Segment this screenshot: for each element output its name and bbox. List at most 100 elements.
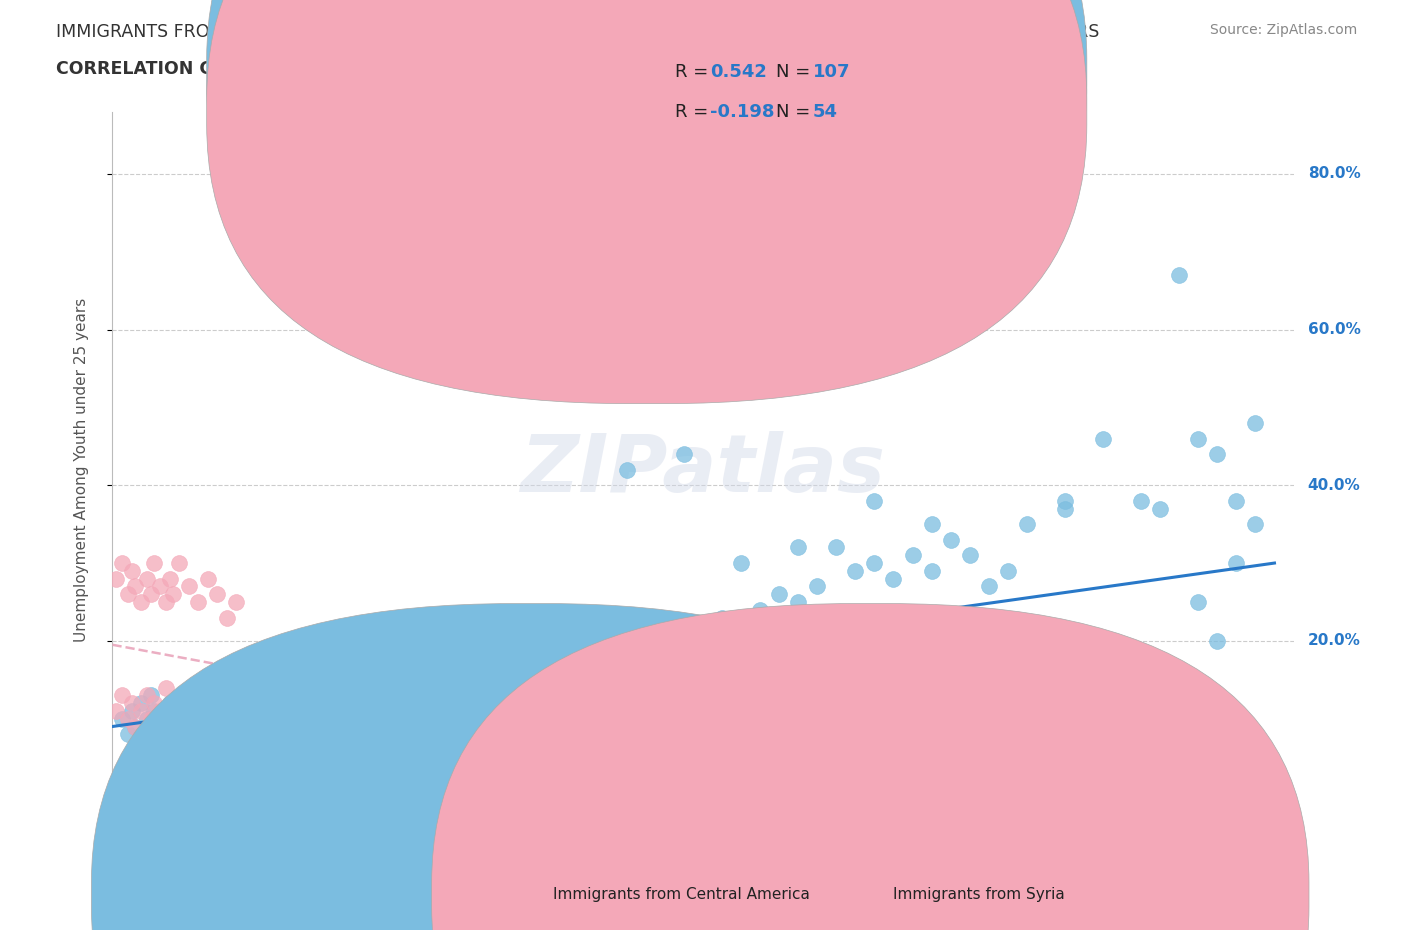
Point [253, 703, 276, 718]
Point [416, 665, 439, 680]
Point [231, 711, 253, 726]
Point [187, 594, 209, 609]
Point [225, 594, 247, 609]
Point [139, 735, 162, 750]
Point [124, 719, 146, 734]
Point [143, 696, 166, 711]
Point [1206, 633, 1229, 648]
Point [181, 711, 204, 726]
Point [207, 703, 229, 718]
Point [1168, 268, 1191, 283]
Point [901, 548, 924, 563]
Point [1225, 493, 1247, 508]
Text: R =: R = [675, 62, 714, 81]
Point [215, 610, 238, 625]
Text: 60.0%: 60.0% [1236, 867, 1294, 885]
Point [863, 493, 886, 508]
Point [159, 711, 181, 726]
Text: 40.0%: 40.0% [1308, 478, 1361, 493]
Point [139, 711, 162, 726]
Point [997, 564, 1019, 578]
Point [197, 711, 219, 726]
Point [162, 696, 184, 711]
Point [129, 703, 152, 718]
Point [502, 657, 524, 671]
Point [425, 672, 447, 687]
Point [806, 579, 828, 594]
Point [219, 703, 242, 718]
Point [149, 751, 172, 765]
Point [135, 688, 157, 703]
Point [844, 564, 866, 578]
Point [155, 719, 177, 734]
Point [121, 696, 143, 711]
Point [173, 719, 195, 734]
Point [291, 696, 314, 711]
Point [434, 688, 457, 703]
Text: Source: ZipAtlas.com: Source: ZipAtlas.com [1209, 23, 1357, 37]
Point [463, 672, 485, 687]
Point [921, 564, 943, 578]
Point [359, 672, 381, 687]
Point [939, 532, 962, 547]
Point [212, 711, 235, 726]
Point [117, 711, 139, 726]
Point [273, 711, 295, 726]
Point [212, 711, 235, 726]
Point [959, 548, 981, 563]
Point [177, 579, 200, 594]
Point [482, 665, 505, 680]
Point [155, 680, 177, 695]
Text: 20.0%: 20.0% [1308, 633, 1361, 648]
Point [111, 711, 134, 726]
Text: IMMIGRANTS FROM CENTRAL AMERICA VS IMMIGRANTS FROM SYRIA UNEMPLOYMENT AMONG YOUT: IMMIGRANTS FROM CENTRAL AMERICA VS IMMIG… [56, 23, 1099, 41]
Text: R =: R = [675, 102, 714, 121]
Point [111, 688, 134, 703]
Point [1015, 517, 1038, 532]
Text: 0.542: 0.542 [710, 62, 766, 81]
Point [301, 680, 323, 695]
Point [520, 672, 543, 687]
Point [111, 555, 134, 570]
Point [730, 618, 752, 632]
Point [121, 564, 143, 578]
Text: Immigrants from Central America: Immigrants from Central America [553, 887, 810, 902]
Point [124, 719, 146, 734]
Point [149, 711, 172, 726]
Text: N =: N = [776, 102, 815, 121]
Point [253, 711, 276, 726]
Point [1187, 432, 1209, 446]
Point [135, 711, 157, 726]
Point [149, 703, 172, 718]
Point [167, 555, 190, 570]
Point [105, 703, 128, 718]
Point [730, 555, 752, 570]
Point [143, 703, 166, 718]
Point [193, 696, 215, 711]
Point [245, 711, 267, 726]
Point [167, 703, 190, 718]
Point [444, 680, 467, 695]
Point [558, 665, 581, 680]
Point [616, 462, 638, 477]
Point [787, 594, 810, 609]
Point [596, 642, 619, 657]
Point [162, 711, 184, 726]
Point [330, 680, 353, 695]
Point [235, 719, 257, 734]
Point [1244, 517, 1267, 532]
Point [139, 688, 162, 703]
Point [200, 719, 222, 734]
Text: 107: 107 [813, 62, 851, 81]
Text: 54: 54 [813, 102, 838, 121]
Point [121, 703, 143, 718]
Point [159, 571, 181, 586]
Point [181, 711, 204, 726]
Point [187, 703, 209, 718]
Point [215, 696, 238, 711]
Point [143, 555, 166, 570]
Point [749, 603, 772, 618]
Point [207, 587, 229, 602]
Point [207, 703, 229, 718]
Point [219, 703, 242, 718]
